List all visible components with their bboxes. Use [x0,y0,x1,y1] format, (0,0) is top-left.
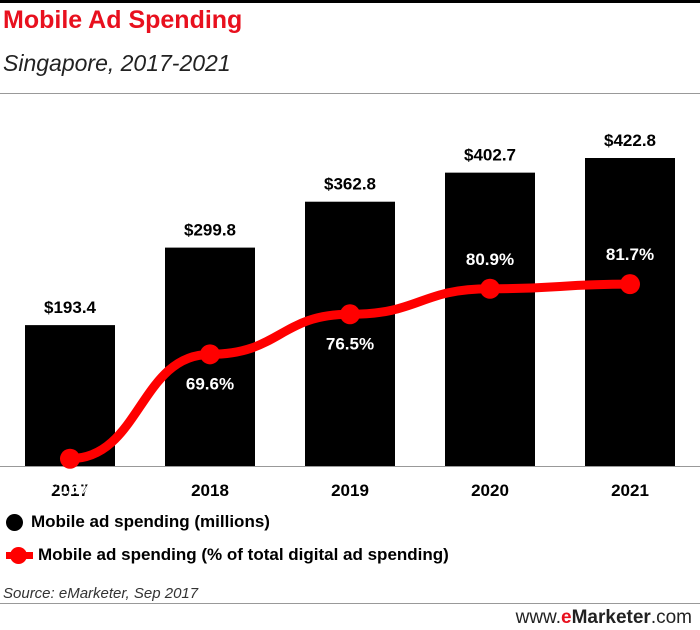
bar-value-label: $299.8 [184,221,236,240]
bar-2021 [585,158,675,466]
line-value-label: 80.9% [466,250,514,269]
source-note: Source: eMarketer, Sep 2017 [3,585,199,602]
legend-line-swatch-icon [6,546,33,564]
line-value-label: 51.6% [46,479,94,498]
bar-2020 [445,172,535,466]
line-point-2019 [340,304,360,325]
top-rule [0,0,700,3]
x-tick-label: 2021 [611,481,649,500]
line-value-label: 81.7% [606,245,654,264]
brand-logo: www.eMarketer.com [515,607,692,628]
bar-value-label: $422.8 [604,131,656,150]
line-value-label: 69.6% [186,374,234,393]
footer-divider [0,603,700,604]
line-point-2021 [620,274,640,295]
legend-bar-label: Mobile ad spending (millions) [31,512,270,531]
x-tick-label: 2020 [471,481,509,500]
x-tick-label: 2019 [331,481,369,500]
header-divider [0,93,700,94]
legend-bar-swatch-icon [6,513,23,531]
line-value-label: 76.5% [326,334,374,353]
chart-plot: $193.4 $299.8 $362.8 $402.7 $422.8 2017 2018 20… [0,131,700,500]
bar-2017 [25,325,115,466]
legend-line-label: Mobile ad spending (% of total digital a… [38,545,449,564]
legend-item-bars: Mobile ad spending (millions) [6,512,270,532]
x-tick-label: 2017 [51,481,89,500]
line-point-2020 [480,278,500,299]
x-tick-label: 2018 [191,481,229,500]
line-series-path [65,279,635,464]
bar-value-label: $402.7 [464,146,516,165]
bar-value-label: $193.4 [44,298,97,317]
bar-2019 [305,201,395,466]
chart-subtitle: Singapore, 2017-2021 [3,50,231,76]
chart-title: Mobile Ad Spending [3,6,243,34]
line-point-2018 [200,344,220,365]
bar-value-label: $362.8 [324,175,376,194]
line-point-2017 [60,448,80,469]
legend-item-line: Mobile ad spending (% of total digital a… [6,545,449,565]
